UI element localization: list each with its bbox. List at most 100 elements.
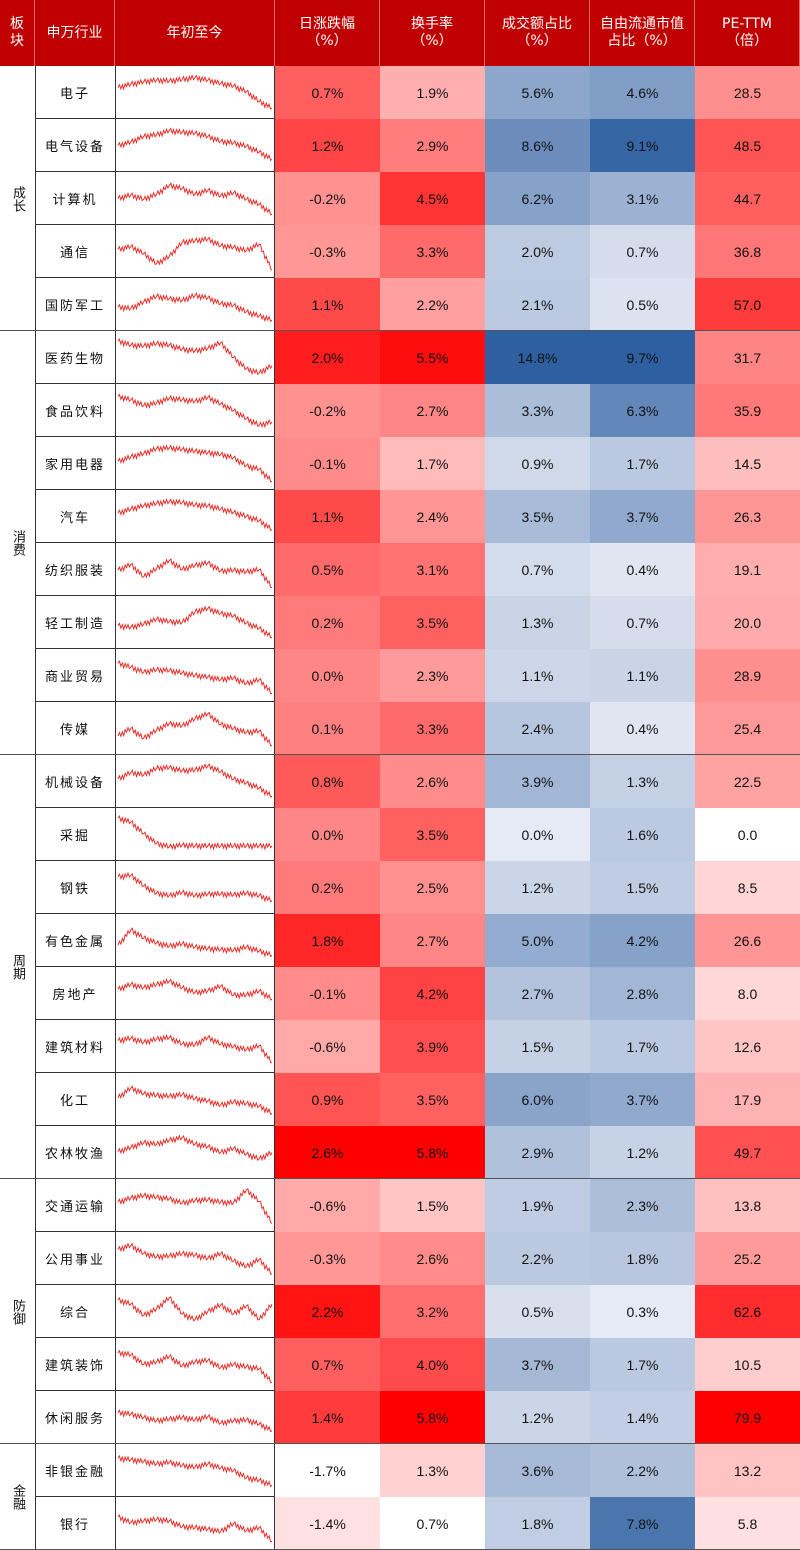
header-volume-share: 成交额占比 （%） <box>485 0 590 66</box>
ytd-sparkline <box>117 762 273 798</box>
cell-volume-share: 5.6% <box>485 66 590 119</box>
ytd-sparkline <box>117 1409 273 1433</box>
row-divider <box>35 1019 275 1020</box>
ytd-sparkline-series <box>117 660 273 695</box>
row-divider <box>35 913 275 914</box>
ytd-sparkline <box>117 235 273 271</box>
sector-divider <box>0 1178 800 1179</box>
cell-daily-change: -0.6% <box>275 1020 380 1073</box>
cell-turnover: 3.5% <box>380 808 485 861</box>
ytd-sparkline-series <box>117 1187 273 1224</box>
column-divider <box>35 66 36 1550</box>
cell-float-cap-share: 2.2% <box>590 1444 695 1497</box>
cell-float-cap-share: 7.8% <box>590 1497 695 1550</box>
industry-name: 建筑装饰 <box>44 1359 105 1374</box>
ytd-sparkline-series <box>117 337 273 376</box>
sector-divider <box>0 1443 800 1444</box>
cell-pe-ttm: 0.0 <box>695 808 800 861</box>
ytd-sparkline-series <box>117 1085 273 1116</box>
cell-daily-change: -0.6% <box>275 1179 380 1232</box>
cell-volume-share: 3.3% <box>485 384 590 437</box>
cell-volume-share: 5.0% <box>485 914 590 967</box>
cell-pe-ttm: 49.7 <box>695 1126 800 1179</box>
cell-turnover: 0.7% <box>380 1497 485 1550</box>
cell-pe-ttm: 19.1 <box>695 543 800 596</box>
header-text: 块 <box>10 33 24 49</box>
row-divider <box>35 807 275 808</box>
industry-name: 建筑材料 <box>44 1041 105 1056</box>
cell-volume-share: 1.1% <box>485 649 590 702</box>
cell-pe-ttm: 22.5 <box>695 755 800 808</box>
cell-turnover: 4.2% <box>380 967 485 1020</box>
industry-name: 纺织服装 <box>44 564 105 579</box>
cell-float-cap-share: 9.7% <box>590 331 695 384</box>
industry-name: 休闲服务 <box>44 1412 105 1427</box>
cell-daily-change: 0.7% <box>275 1338 380 1391</box>
ytd-sparkline-series <box>117 1242 272 1275</box>
header-pe-ttm: PE-TTM （倍） <box>695 0 800 66</box>
industry-name: 医药生物 <box>44 352 105 367</box>
ytd-sparkline <box>117 182 273 216</box>
cell-turnover: 5.8% <box>380 1391 485 1444</box>
cell-volume-share: 1.3% <box>485 596 590 649</box>
ytd-sparkline <box>117 1085 273 1116</box>
cell-daily-change: -0.3% <box>275 1232 380 1285</box>
cell-pe-ttm: 17.9 <box>695 1073 800 1126</box>
cell-daily-change: 1.1% <box>275 490 380 543</box>
cell-turnover: 2.3% <box>380 649 485 702</box>
cell-float-cap-share: 1.1% <box>590 649 695 702</box>
ytd-sparkline <box>117 710 272 747</box>
header-ytd: 年初至今 <box>115 0 275 66</box>
sector-label: 防御 <box>10 1298 25 1325</box>
industry-name: 交通运输 <box>44 1200 105 1215</box>
ytd-sparkline-series <box>117 1454 273 1488</box>
cell-pe-ttm: 25.4 <box>695 702 800 755</box>
row-divider <box>35 860 275 861</box>
cell-pe-ttm: 26.6 <box>695 914 800 967</box>
cell-float-cap-share: 2.3% <box>590 1179 695 1232</box>
row-divider <box>35 1284 275 1285</box>
row-divider <box>35 542 275 543</box>
cell-daily-change: -1.7% <box>275 1444 380 1497</box>
cell-volume-share: 0.9% <box>485 437 590 490</box>
ytd-sparkline-series <box>117 710 272 747</box>
ytd-sparkline <box>117 605 273 639</box>
header-text: 板 <box>10 16 24 32</box>
industry-name: 采掘 <box>59 829 90 844</box>
sector-label: 周期 <box>10 954 25 980</box>
cell-daily-change: -0.2% <box>275 384 380 437</box>
cell-daily-change: 1.4% <box>275 1391 380 1444</box>
cell-float-cap-share: 0.7% <box>590 596 695 649</box>
industry-name: 电气设备 <box>44 140 105 155</box>
sector-divider <box>0 330 800 331</box>
cell-turnover: 3.3% <box>380 225 485 278</box>
row-divider <box>35 966 275 967</box>
cell-pe-ttm: 10.5 <box>695 1338 800 1391</box>
column-divider <box>274 66 275 1550</box>
cell-turnover: 1.7% <box>380 437 485 490</box>
ytd-sparkline-series <box>117 1033 273 1064</box>
ytd-sparkline <box>117 871 273 903</box>
row-divider <box>35 277 275 278</box>
cell-turnover: 3.3% <box>380 702 485 755</box>
sector-label: 金融 <box>10 1484 25 1510</box>
cell-daily-change: 1.2% <box>275 119 380 172</box>
cell-float-cap-share: 1.7% <box>590 437 695 490</box>
cell-turnover: 2.4% <box>380 490 485 543</box>
cell-pe-ttm: 44.7 <box>695 172 800 225</box>
cell-daily-change: -0.1% <box>275 437 380 490</box>
cell-float-cap-share: 1.8% <box>590 1232 695 1285</box>
row-divider <box>35 701 275 702</box>
cell-float-cap-share: 1.2% <box>590 1126 695 1179</box>
ytd-sparkline-series <box>117 292 273 323</box>
cell-volume-share: 0.7% <box>485 543 590 596</box>
cell-volume-share: 6.0% <box>485 1073 590 1126</box>
cell-pe-ttm: 31.7 <box>695 331 800 384</box>
cell-turnover: 2.6% <box>380 755 485 808</box>
ytd-sparkline <box>117 1242 272 1275</box>
cell-float-cap-share: 9.1% <box>590 119 695 172</box>
cell-float-cap-share: 0.3% <box>590 1285 695 1338</box>
cell-pe-ttm: 62.6 <box>695 1285 800 1338</box>
cell-float-cap-share: 3.1% <box>590 172 695 225</box>
row-divider <box>35 489 275 490</box>
